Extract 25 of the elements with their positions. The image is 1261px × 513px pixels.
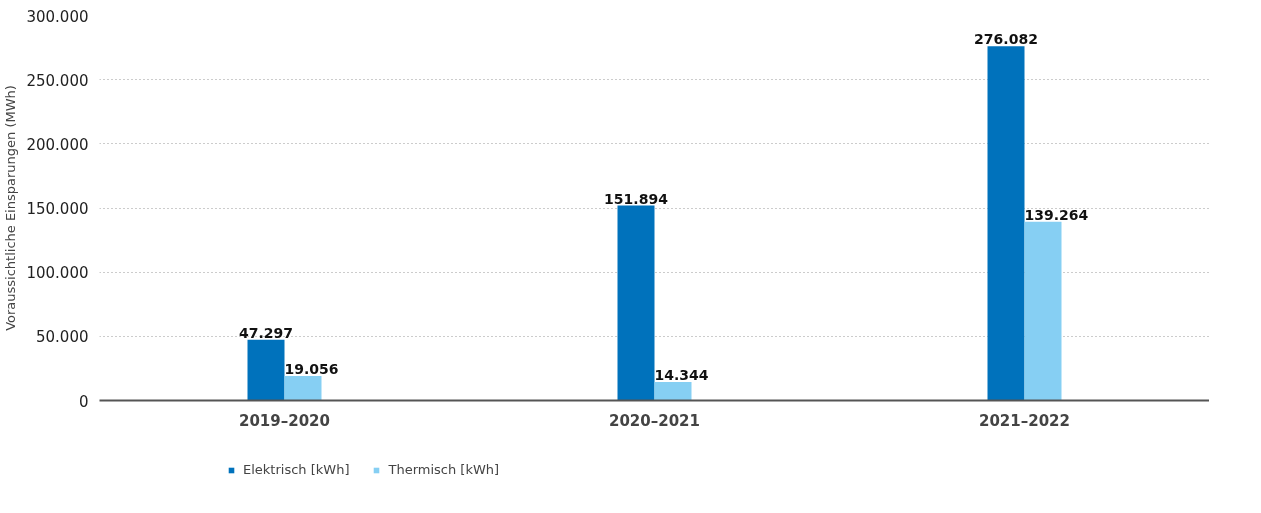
y-tick-label: 250.000 [26,71,89,90]
y-tick-label: 150.000 [26,200,89,218]
bar [247,339,285,401]
y-tick-label: 200.000 [26,135,89,154]
y-tick-label: 50.000 [36,328,89,347]
data-label: 19.056 [284,361,339,378]
data-label: 276.082 [974,31,1038,48]
y-tick-label: 300.000 [26,7,89,26]
y-tick-label: 0 [78,392,89,411]
data-label: 151.894 [604,190,669,207]
data-label: 139.264 [1024,206,1089,223]
bar [284,376,322,401]
x-tick-label: 2019–2020 [239,411,330,430]
legend-label: Elektrisch [kWh] [243,462,350,477]
bar [617,205,655,401]
data-label: 14.344 [654,367,709,384]
y-axis-title: Voraussichtliche Einsparungen (MWh) [3,85,19,331]
data-label: 47.297 [238,324,294,341]
y-tick-label: 100.000 [26,264,89,283]
bar [654,382,692,401]
bar [1024,221,1062,401]
legend-label: Thermisch [kWh] [388,462,500,477]
bar [987,46,1025,401]
x-tick-label: 2020–2021 [609,411,700,430]
x-tick-label: 2021–2022 [979,411,1070,430]
